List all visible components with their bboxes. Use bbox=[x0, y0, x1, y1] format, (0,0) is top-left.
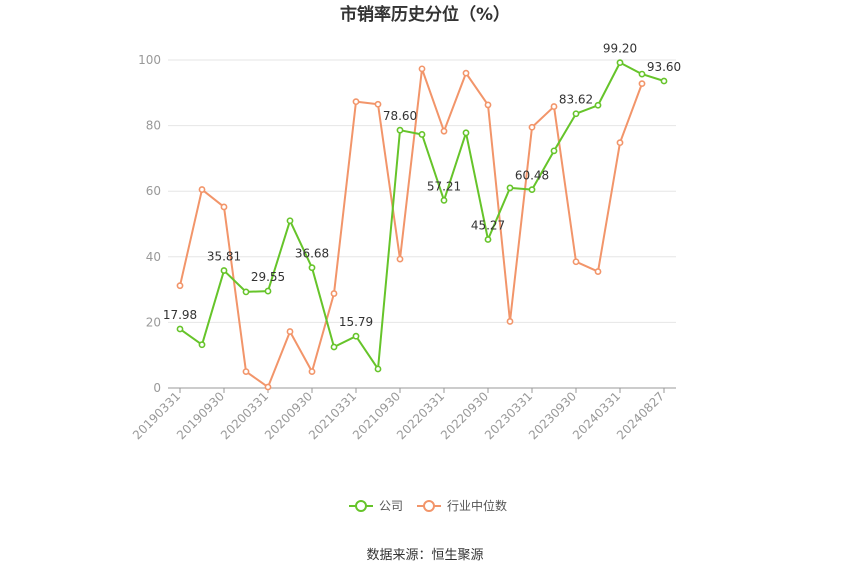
source-note: 数据来源：恒生聚源 bbox=[366, 548, 483, 563]
legend: 公司 行业中位数 bbox=[349, 498, 507, 513]
data-point bbox=[198, 341, 206, 349]
legend-label: 行业中位数 bbox=[447, 498, 507, 513]
data-label: 78.60 bbox=[383, 109, 417, 123]
legend-item-1: 行业中位数 bbox=[417, 498, 507, 513]
x-tick-label: 20240827 bbox=[614, 389, 667, 442]
data-point bbox=[352, 98, 360, 106]
data-point bbox=[374, 365, 382, 373]
data-point bbox=[396, 255, 404, 263]
data-label: 17.98 bbox=[163, 308, 197, 322]
y-tick-label: 100 bbox=[138, 53, 161, 67]
grid bbox=[168, 59, 676, 323]
y-tick-label: 80 bbox=[146, 119, 161, 133]
legend-item-0: 公司 bbox=[349, 499, 403, 513]
data-label: 93.60 bbox=[647, 60, 681, 74]
data-point bbox=[330, 290, 338, 297]
data-point bbox=[198, 186, 206, 193]
data-point bbox=[484, 236, 492, 243]
data-labels: 17.98 35.81 29.55 36.68 15.79 78.60 57.21 45.27… bbox=[163, 42, 681, 330]
series-line-0 bbox=[179, 61, 665, 370]
data-point bbox=[572, 110, 580, 118]
chart-title: 市销率历史分位（%） bbox=[340, 4, 510, 25]
series-layer bbox=[176, 59, 668, 391]
data-label: 36.68 bbox=[295, 247, 329, 261]
data-point bbox=[374, 100, 382, 108]
data-point bbox=[440, 127, 448, 135]
data-point bbox=[594, 268, 602, 275]
data-label: 99.20 bbox=[603, 42, 637, 56]
data-point bbox=[286, 328, 294, 335]
data-point bbox=[242, 368, 250, 375]
legend-label: 公司 bbox=[379, 499, 403, 513]
data-point bbox=[616, 59, 624, 67]
y-tick-label: 0 bbox=[153, 381, 161, 395]
data-point bbox=[462, 69, 470, 77]
y-tick-label: 40 bbox=[146, 250, 161, 264]
legend-swatch-marker bbox=[355, 500, 367, 512]
data-point bbox=[220, 267, 228, 274]
data-point bbox=[550, 103, 558, 110]
data-point bbox=[330, 343, 338, 351]
data-point bbox=[176, 282, 184, 290]
data-point bbox=[594, 101, 602, 109]
data-point bbox=[264, 287, 272, 295]
data-label: 57.21 bbox=[427, 179, 461, 193]
data-point bbox=[462, 129, 470, 137]
data-point bbox=[660, 77, 668, 85]
data-point bbox=[308, 264, 316, 272]
data-point bbox=[308, 368, 316, 375]
data-point bbox=[352, 332, 360, 340]
data-label: 83.62 bbox=[559, 93, 593, 107]
data-point bbox=[418, 65, 426, 73]
data-point bbox=[528, 186, 536, 194]
data-label: 29.55 bbox=[251, 270, 285, 284]
legend-swatch-marker bbox=[423, 500, 435, 512]
data-point bbox=[572, 258, 580, 266]
data-point bbox=[550, 147, 558, 155]
data-label: 15.79 bbox=[339, 315, 373, 329]
data-point bbox=[506, 318, 514, 325]
data-label: 35.81 bbox=[207, 250, 241, 264]
y-tick-label: 20 bbox=[146, 315, 161, 329]
data-point bbox=[616, 139, 624, 147]
data-point bbox=[440, 196, 448, 204]
data-point bbox=[528, 123, 536, 131]
data-point bbox=[418, 131, 426, 138]
data-point bbox=[484, 101, 492, 109]
data-point bbox=[286, 217, 294, 225]
data-point bbox=[176, 325, 184, 333]
data-label: 45.27 bbox=[471, 219, 505, 233]
data-point bbox=[638, 80, 646, 88]
y-tick-label: 60 bbox=[146, 184, 161, 198]
data-point bbox=[638, 70, 646, 78]
data-point bbox=[264, 383, 272, 391]
data-point bbox=[506, 184, 514, 192]
data-label: 60.48 bbox=[515, 169, 549, 183]
series-line-1 bbox=[179, 67, 643, 389]
data-point bbox=[396, 126, 404, 134]
data-point bbox=[220, 203, 228, 211]
data-point bbox=[242, 288, 250, 296]
